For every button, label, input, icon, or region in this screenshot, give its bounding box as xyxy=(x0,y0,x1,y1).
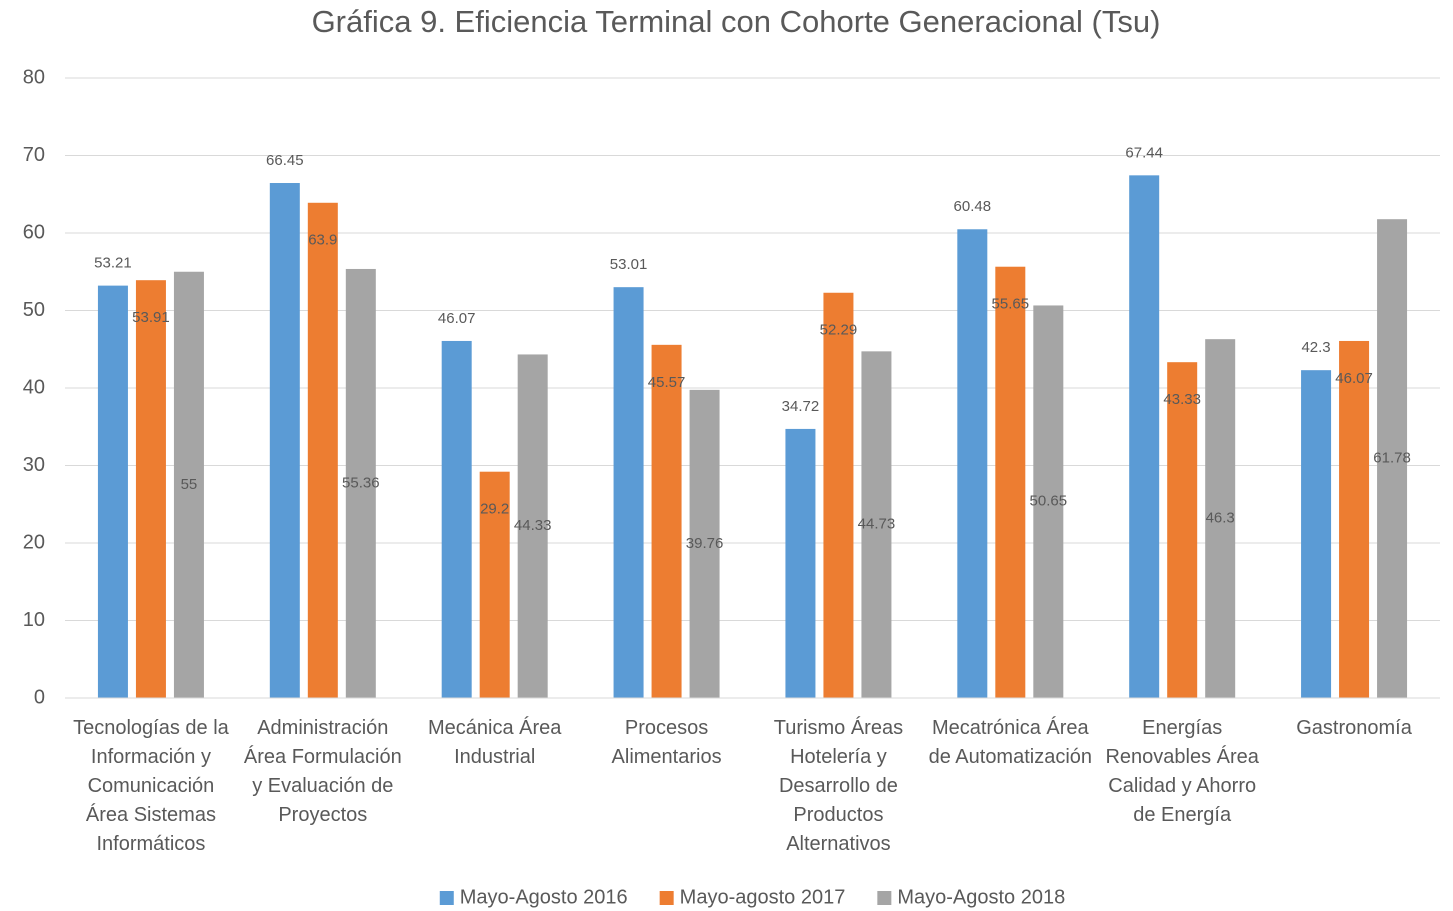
legend-label: Mayo-Agosto 2018 xyxy=(897,886,1065,908)
bar xyxy=(689,389,720,698)
data-label: 55.65 xyxy=(992,296,1030,313)
x-tick-label: Tecnologías de la Información y Comunicaci… xyxy=(73,717,230,855)
y-tick-label: 0 xyxy=(34,686,45,708)
data-label: 60.48 xyxy=(954,198,992,215)
x-tick-label: Mecánica Área Industrial xyxy=(428,716,562,768)
bar xyxy=(613,287,644,698)
bar xyxy=(651,344,682,698)
data-label: 45.57 xyxy=(648,374,686,391)
bar xyxy=(957,229,988,698)
data-label: 53.91 xyxy=(132,309,170,326)
data-label: 55 xyxy=(181,476,198,493)
bar xyxy=(1205,339,1236,698)
y-tick-label: 40 xyxy=(23,376,45,398)
data-label: 39.76 xyxy=(686,535,724,552)
bar xyxy=(517,354,548,698)
y-tick-label: 60 xyxy=(23,221,45,243)
bar xyxy=(823,292,854,698)
bar xyxy=(785,428,816,698)
data-label: 52.29 xyxy=(820,322,858,339)
bar xyxy=(1301,370,1332,698)
data-label: 66.45 xyxy=(266,152,304,169)
bar xyxy=(995,266,1026,698)
bar xyxy=(173,271,204,698)
data-label: 53.21 xyxy=(94,255,132,272)
bar xyxy=(1129,175,1160,699)
y-tick-label: 50 xyxy=(23,299,45,321)
data-label: 44.73 xyxy=(858,516,896,533)
y-tick-label: 10 xyxy=(23,609,45,631)
data-label: 61.78 xyxy=(1373,450,1411,467)
y-tick-label: 30 xyxy=(23,454,45,476)
x-tick-label: Turismo Áreas Hotelería y Desarrollo de Pro… xyxy=(774,716,903,855)
y-tick-label: 80 xyxy=(23,66,45,88)
x-tick-label: Mecatrónica Área de Automatización xyxy=(929,716,1092,768)
data-label: 43.33 xyxy=(1163,391,1201,408)
bar xyxy=(1339,340,1370,698)
bar xyxy=(307,202,338,698)
data-label: 46.3 xyxy=(1206,510,1235,527)
bar xyxy=(441,340,472,698)
x-tick-label: Procesos Alimentarios xyxy=(612,717,722,768)
data-label: 63.9 xyxy=(308,232,337,249)
bar xyxy=(97,285,128,698)
data-label: 44.33 xyxy=(514,517,552,534)
x-tick-label: Gastronomía xyxy=(1296,717,1412,739)
legend-swatch xyxy=(877,891,892,905)
y-tick-label: 70 xyxy=(23,144,45,166)
legend-label: Mayo-agosto 2017 xyxy=(680,886,846,908)
x-tick-label: Administración Área Formulación y Evaluaci… xyxy=(244,717,402,826)
data-label: 67.44 xyxy=(1125,144,1163,161)
bar xyxy=(479,471,510,698)
chart-title: Gráfica 9. Eficiencia Terminal con Cohor… xyxy=(312,4,1161,39)
bar xyxy=(1167,362,1198,698)
legend-swatch xyxy=(439,891,454,905)
data-label: 29.2 xyxy=(480,501,509,518)
data-label: 46.07 xyxy=(438,310,476,327)
bar xyxy=(1033,305,1064,698)
bar xyxy=(345,268,376,698)
data-label: 55.36 xyxy=(342,474,380,491)
bar xyxy=(861,351,892,698)
legend-swatch xyxy=(659,891,674,905)
data-label: 50.65 xyxy=(1030,493,1068,510)
bar xyxy=(269,183,300,698)
data-label: 42.3 xyxy=(1301,339,1330,356)
data-label: 46.07 xyxy=(1335,370,1373,387)
bar xyxy=(135,280,166,698)
bar xyxy=(1377,219,1408,698)
y-tick-label: 20 xyxy=(23,531,45,553)
legend-label: Mayo-Agosto 2016 xyxy=(460,886,628,908)
x-tick-label: Energías Renovables Área Calidad y Ahorro d… xyxy=(1105,717,1259,826)
data-label: 53.01 xyxy=(610,256,648,273)
data-label: 34.72 xyxy=(782,398,820,415)
